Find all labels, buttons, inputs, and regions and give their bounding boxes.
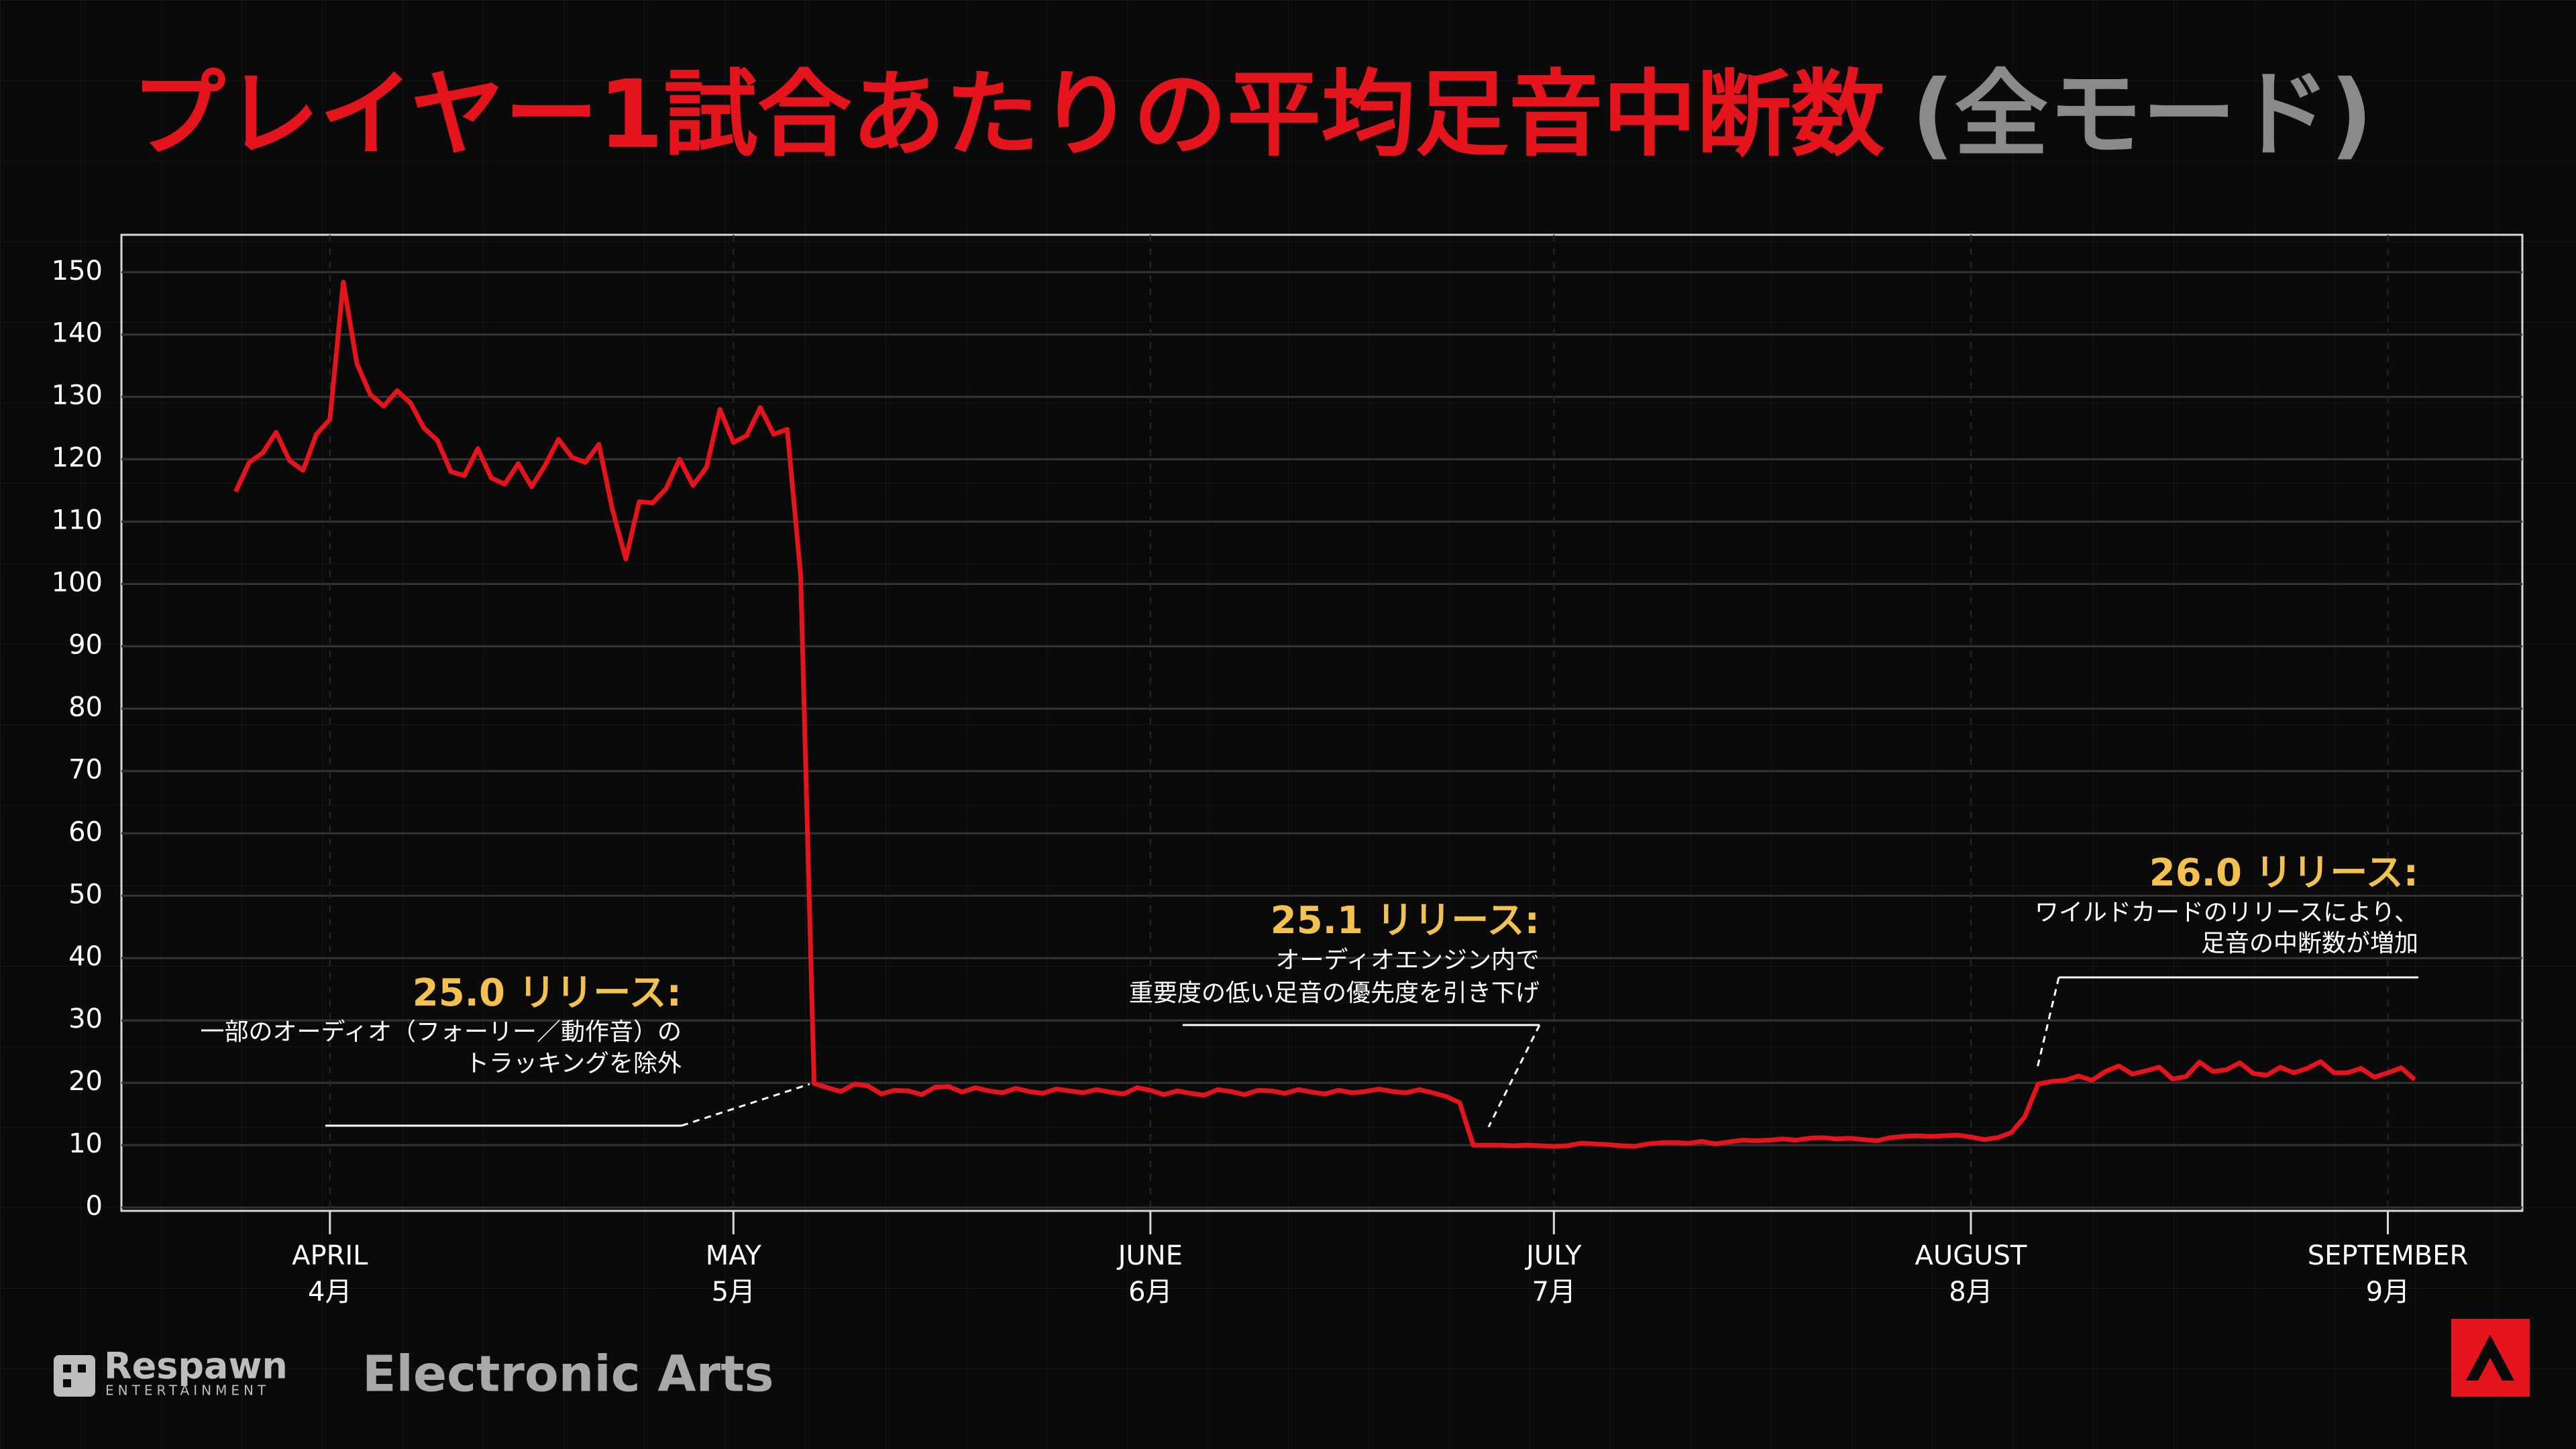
x-tick-label: SEPTEMBER	[2308, 1240, 2469, 1271]
respawn-text: Respawn	[104, 1345, 288, 1387]
annotation-text: ワイルドカードのリリースにより、	[2035, 899, 2418, 926]
annotation-title: 26.0 リリース:	[2149, 851, 2418, 895]
x-tick-label-ja: 6月	[1128, 1277, 1172, 1307]
respawn-logo: Respawn ENTERTAINMENT	[54, 1345, 288, 1399]
x-tick-label-ja: 8月	[1949, 1277, 1992, 1307]
apex-logo	[2451, 1319, 2530, 1397]
plot-area: 0 10 20 30 40 50 60 70 80 90 100 110 120 130 140 150 APR…	[52, 233, 2524, 1307]
annotation-text: オーディオエンジン内で	[1276, 947, 1540, 974]
x-tick-label: AUGUST	[1915, 1240, 2027, 1271]
x-tick-label-ja: 5月	[712, 1277, 755, 1307]
y-tick-label: 20	[68, 1066, 103, 1097]
y-tick-label: 50	[68, 879, 103, 910]
x-tick-label-ja: 4月	[308, 1277, 352, 1307]
x-tick-label-ja: 7月	[1532, 1277, 1576, 1307]
x-tick-label: JUNE	[1116, 1240, 1183, 1271]
y-tick-label: 130	[52, 380, 103, 411]
x-tick-label: APRIL	[292, 1240, 368, 1271]
annotation-pointer	[681, 1083, 810, 1127]
y-tick-label: 30	[68, 1004, 103, 1034]
y-tick-label: 110	[52, 505, 103, 536]
y-tick-label: 90	[68, 629, 103, 660]
respawn-icon	[54, 1355, 95, 1397]
y-tick-label: 40	[68, 941, 103, 972]
y-tick-label: 120	[52, 443, 103, 474]
title-main: プレイヤー1試合あたりの平均足音中断数	[131, 60, 1884, 170]
y-tick-label: 140	[52, 318, 103, 349]
y-tick-label: 150	[52, 256, 103, 286]
chart-title: プレイヤー1試合あたりの平均足音中断数 (全モード)	[131, 60, 2373, 170]
annotation-text: 重要度の低い足音の優先度を引き下げ	[1129, 979, 1540, 1007]
respawn-subtext: ENTERTAINMENT	[105, 1383, 270, 1399]
y-tick-label: 10	[68, 1128, 103, 1159]
annotation-text: トラッキングを除外	[465, 1050, 682, 1077]
respawn-icon-dot	[63, 1379, 71, 1387]
annotation-text: 足音の中断数が増加	[2201, 930, 2418, 957]
apex-mark	[2466, 1335, 2514, 1381]
y-tick-label: 60	[68, 816, 103, 847]
annotation-pointer	[2036, 977, 2060, 1069]
title-note: (全モード)	[1911, 60, 2373, 170]
annotation-title: 25.0 リリース:	[413, 971, 682, 1015]
plot-frame	[120, 233, 2524, 1212]
respawn-icon-dot	[63, 1364, 71, 1373]
annotation-text: 一部のオーディオ（フォーリー／動作音）の	[201, 1018, 682, 1046]
y-tick-label: 100	[52, 568, 103, 598]
annotation-title: 25.1 リリース:	[1271, 899, 1540, 943]
y-tick-label: 0	[86, 1191, 103, 1222]
y-tick-label: 70	[68, 754, 103, 785]
respawn-icon-dot	[78, 1364, 86, 1373]
x-tick-label-ja: 9月	[2366, 1277, 2410, 1307]
x-tick-label: MAY	[706, 1240, 762, 1271]
ea-text: Electronic Arts	[362, 1346, 774, 1403]
x-tick-label: JULY	[1524, 1240, 1582, 1271]
y-tick-label: 80	[68, 692, 103, 722]
data-line	[233, 280, 2416, 1149]
